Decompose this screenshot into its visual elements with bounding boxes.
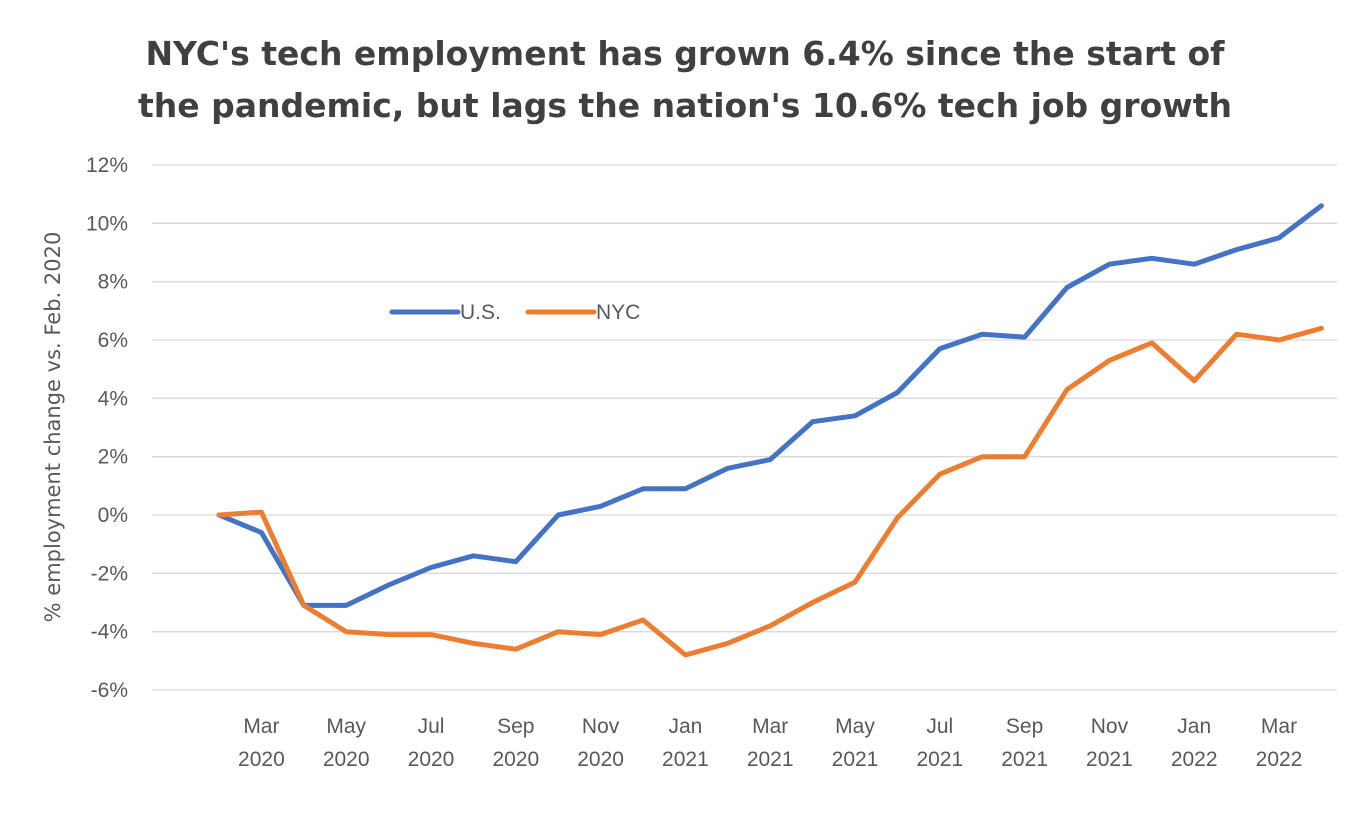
x-tick-label: Jul 2020	[408, 715, 455, 771]
x-tick-year: 2021	[662, 748, 709, 771]
y-tick-label: -4%	[91, 621, 128, 644]
y-tick-label: 2%	[98, 446, 128, 469]
x-tick-label: May 2021	[832, 715, 879, 771]
x-tick-label: Jan 2021	[662, 715, 709, 771]
chart-title-line-1: NYC's tech employment has grown 6.4% sin…	[145, 34, 1225, 73]
x-tick-year: 2021	[916, 748, 963, 771]
x-tick-label: Mar 2021	[747, 715, 794, 771]
x-tick-year: 2021	[832, 748, 879, 771]
x-tick-label: May 2020	[323, 715, 370, 771]
x-tick-year: 2021	[747, 748, 794, 771]
x-tick-label: Sep 2020	[492, 715, 539, 771]
x-tick-month: Mar	[752, 715, 788, 738]
x-tick-label: Mar 2020	[238, 715, 285, 771]
x-tick-label: Jul 2021	[916, 715, 963, 771]
y-tick-label: 8%	[98, 271, 128, 294]
y-tick-label: -2%	[91, 562, 128, 585]
y-axis-ticks: -6% -4% -2% 0% 2% 4% 6% 8% 10% 12%	[86, 154, 128, 702]
x-tick-month: Jan	[1177, 715, 1211, 738]
x-tick-year: 2020	[238, 748, 285, 771]
x-tick-month: Jul	[418, 715, 445, 738]
y-tick-label: 12%	[86, 154, 128, 177]
x-tick-month: May	[326, 715, 366, 738]
x-tick-month: Sep	[1006, 715, 1043, 738]
legend-item: NYC	[525, 301, 640, 324]
x-tick-label: Nov 2020	[577, 715, 624, 771]
x-tick-month: Mar	[1261, 715, 1297, 738]
x-tick-label: Sep 2021	[1001, 715, 1048, 771]
x-tick-year: 2022	[1171, 748, 1218, 771]
x-tick-month: May	[835, 715, 875, 738]
x-axis-ticks: Mar 2020 May 2020 Jul 2020 Sep 2020 Nov 2020 Jan 20…	[238, 715, 1302, 771]
x-tick-month: Sep	[497, 715, 534, 738]
x-tick-year: 2020	[492, 748, 539, 771]
y-tick-label: 4%	[98, 387, 128, 410]
series-line-nyc	[216, 325, 1324, 658]
chart-title: NYC's tech employment has grown 6.4% sin…	[0, 28, 1370, 132]
chart-title-line-2: the pandemic, but lags the nation's 10.6…	[138, 86, 1232, 125]
x-tick-month: Jan	[668, 715, 702, 738]
y-tick-label: 0%	[98, 504, 128, 527]
legend-item: U.S.	[389, 301, 501, 324]
y-tick-label: -6%	[91, 679, 128, 702]
x-tick-label: Jan 2022	[1171, 715, 1218, 771]
x-tick-year: 2022	[1256, 748, 1303, 771]
x-tick-year: 2021	[1086, 748, 1133, 771]
y-axis-label: % employment change vs. Feb. 2020	[41, 232, 65, 623]
x-tick-month: Nov	[582, 715, 620, 738]
x-tick-year: 2020	[577, 748, 624, 771]
x-tick-label: Nov 2021	[1086, 715, 1133, 771]
y-tick-label: 6%	[98, 329, 128, 352]
x-tick-year: 2020	[323, 748, 370, 771]
legend-label: U.S.	[460, 301, 501, 324]
y-tick-label: 10%	[86, 212, 128, 235]
legend: U.S. NYC	[389, 301, 640, 324]
data-series	[216, 203, 1324, 658]
x-tick-month: Nov	[1091, 715, 1129, 738]
x-tick-month: Mar	[243, 715, 279, 738]
series-line-u-s	[216, 203, 1324, 608]
x-tick-month: Jul	[926, 715, 953, 738]
x-tick-year: 2020	[408, 748, 455, 771]
gridlines	[152, 164, 1337, 691]
x-tick-label: Mar 2022	[1256, 715, 1303, 771]
legend-label: NYC	[596, 301, 640, 324]
x-tick-year: 2021	[1001, 748, 1048, 771]
